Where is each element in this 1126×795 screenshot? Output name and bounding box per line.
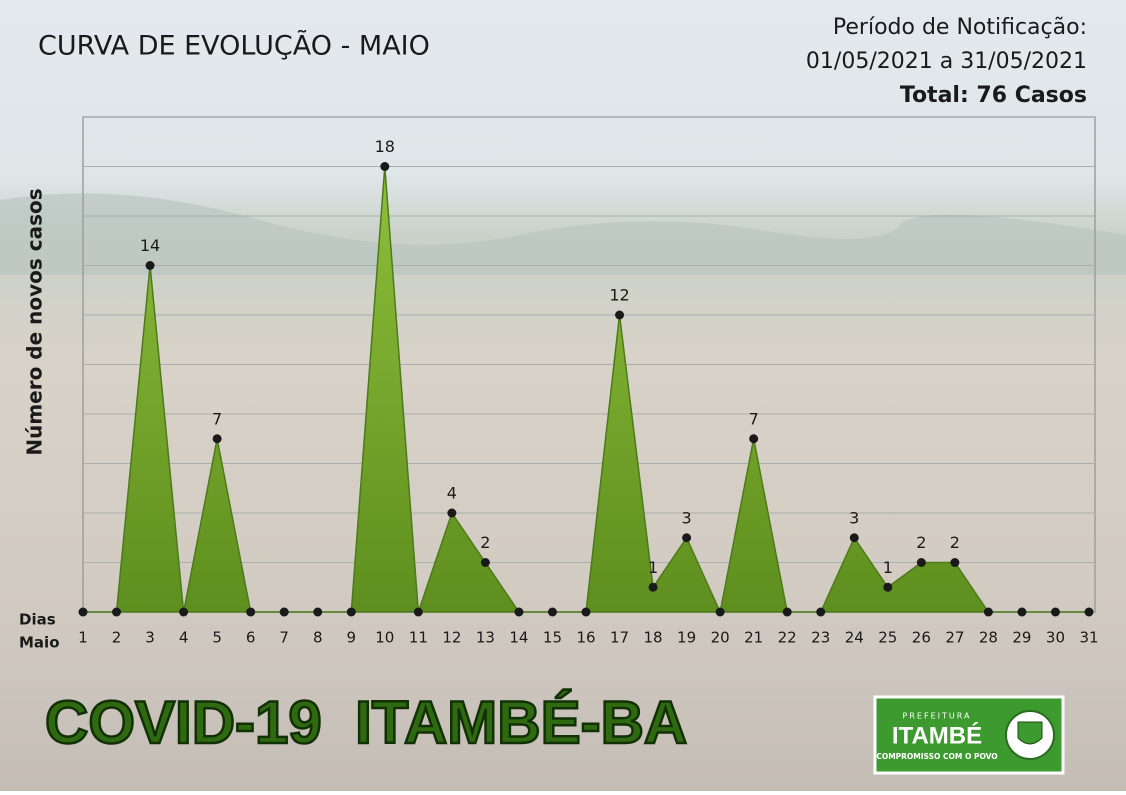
x-tick-label: 7 bbox=[279, 629, 289, 647]
data-label: 1 bbox=[648, 558, 658, 577]
data-label: 2 bbox=[950, 533, 960, 552]
data-label: 3 bbox=[682, 508, 692, 527]
marker bbox=[916, 558, 926, 567]
x-tick-label: 3 bbox=[145, 629, 155, 647]
marker bbox=[883, 582, 893, 592]
marker bbox=[78, 607, 88, 617]
marker bbox=[816, 607, 826, 617]
data-label: 18 bbox=[375, 137, 395, 156]
marker bbox=[950, 558, 960, 567]
x-tick-label: 25 bbox=[878, 629, 897, 647]
x-tick-label: 29 bbox=[1012, 629, 1031, 647]
marker bbox=[145, 261, 155, 270]
y-axis-label: Número de novos casos bbox=[23, 188, 47, 455]
chart-title: CURVA DE EVOLUÇÃO - MAIO bbox=[38, 30, 430, 62]
x-tick-label: 15 bbox=[543, 629, 562, 647]
x-tick-label: 19 bbox=[677, 629, 696, 647]
x-tick-label: 17 bbox=[610, 629, 629, 647]
marker bbox=[313, 607, 323, 617]
x-tick-label: 9 bbox=[346, 629, 356, 647]
x-tick-label: 23 bbox=[811, 629, 830, 647]
x-tick-label: 22 bbox=[778, 629, 797, 647]
x-tick-label: 11 bbox=[409, 629, 428, 647]
x-tick-label: 26 bbox=[912, 629, 931, 647]
x-tick-label: 5 bbox=[212, 629, 222, 647]
marker bbox=[547, 607, 557, 617]
marker bbox=[648, 582, 658, 592]
marker bbox=[480, 558, 490, 567]
marker bbox=[849, 533, 859, 543]
marker bbox=[615, 310, 625, 320]
x-tick-label: 30 bbox=[1046, 629, 1065, 647]
note: 01/05/2021 a 31/05/2021 bbox=[806, 49, 1087, 74]
background-hills bbox=[0, 193, 1126, 275]
marker bbox=[581, 607, 591, 617]
data-label: 2 bbox=[916, 533, 926, 552]
x-tick-label: 14 bbox=[509, 629, 528, 647]
marker bbox=[514, 607, 524, 617]
x-tick-label: 2 bbox=[112, 629, 122, 647]
logo-shield bbox=[1017, 721, 1043, 745]
marker bbox=[1084, 607, 1094, 617]
marker bbox=[212, 434, 222, 444]
marker bbox=[112, 607, 122, 617]
marker bbox=[715, 607, 725, 617]
marker bbox=[749, 434, 759, 444]
x-tick-label: 28 bbox=[979, 629, 998, 647]
logo-motto: COMPROMISSO COM O POVO bbox=[876, 752, 997, 761]
x-tick-label: 1 bbox=[78, 629, 88, 647]
x-tick-label: 8 bbox=[313, 629, 323, 647]
marker bbox=[1050, 607, 1060, 617]
data-label: 2 bbox=[480, 533, 490, 552]
marker bbox=[380, 162, 390, 171]
note: Período de Notificação: bbox=[833, 15, 1087, 40]
data-label: 14 bbox=[140, 236, 160, 255]
x-axis-label: Dias bbox=[19, 611, 56, 629]
marker bbox=[447, 508, 457, 518]
x-tick-label: 13 bbox=[476, 629, 495, 647]
data-label: 1 bbox=[883, 558, 893, 577]
logo-name: ITAMBÉ bbox=[892, 721, 982, 749]
marker bbox=[682, 533, 692, 543]
marker bbox=[246, 607, 256, 617]
x-tick-label: 21 bbox=[744, 629, 763, 647]
x-tick-label: 6 bbox=[246, 629, 256, 647]
x-tick-label: 16 bbox=[576, 629, 595, 647]
marker bbox=[782, 607, 792, 617]
x-tick-label: 24 bbox=[845, 629, 864, 647]
x-axis-label: Maio bbox=[19, 634, 60, 652]
area bbox=[83, 166, 1089, 615]
marker bbox=[983, 607, 993, 617]
logo-top: PREFEITURA bbox=[903, 712, 972, 721]
note: Total: 76 Casos bbox=[900, 83, 1087, 108]
x-tick-label: 27 bbox=[945, 629, 964, 647]
marker bbox=[1017, 607, 1027, 617]
x-tick-label: 18 bbox=[644, 629, 663, 647]
x-tick-label: 12 bbox=[442, 629, 461, 647]
data-label: 7 bbox=[212, 409, 222, 428]
x-tick-label: 4 bbox=[179, 629, 189, 647]
x-tick-label: 10 bbox=[375, 629, 394, 647]
data-label: 12 bbox=[609, 286, 629, 305]
marker bbox=[346, 607, 356, 617]
data-label: 4 bbox=[447, 484, 457, 503]
marker bbox=[179, 607, 189, 617]
banner: COVID-19 ITAMBÉ-BA bbox=[45, 689, 687, 756]
marker bbox=[279, 607, 289, 617]
data-label: 3 bbox=[849, 508, 859, 527]
x-tick-label: 31 bbox=[1079, 629, 1098, 647]
data-label: 7 bbox=[749, 409, 759, 428]
marker bbox=[413, 607, 423, 617]
x-tick-label: 20 bbox=[711, 629, 730, 647]
